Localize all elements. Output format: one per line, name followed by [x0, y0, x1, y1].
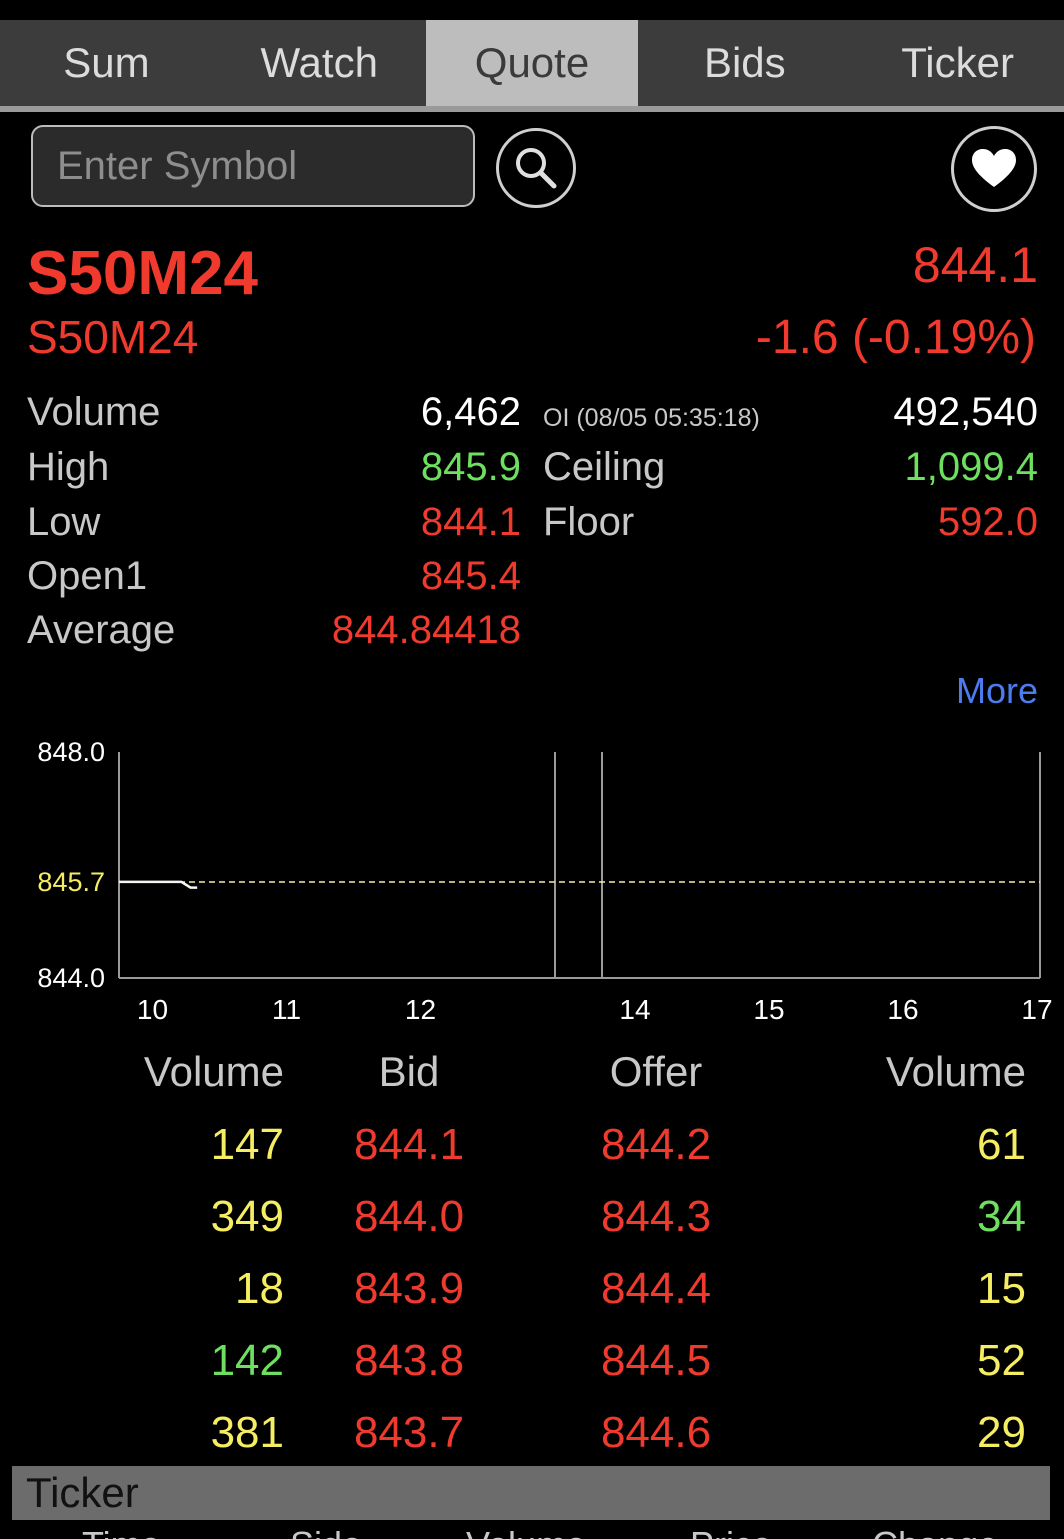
chart-y-tick-label: 848.0 [37, 737, 105, 767]
bid-volume-cell: 147 [210, 1120, 284, 1169]
ceiling-value: 1,099.4 [904, 445, 1038, 489]
ticker-col-change: Change [872, 1524, 998, 1539]
tab-bids[interactable]: Bids [703, 39, 786, 86]
floor-label: Floor [543, 500, 635, 544]
bid-price-cell[interactable]: 843.9 [353, 1264, 465, 1313]
symbol-search-input[interactable] [31, 125, 475, 207]
offer-price-cell[interactable]: 844.5 [600, 1336, 712, 1385]
bid-volume-cell: 18 [235, 1264, 284, 1313]
offer-volume-cell: 52 [977, 1336, 1026, 1385]
symbol-name: S50M24 [27, 311, 199, 363]
offer-price-cell[interactable]: 844.2 [600, 1120, 712, 1169]
chart-x-tick-label: 12 [405, 994, 436, 1025]
tab-quote[interactable]: Quote [425, 20, 639, 106]
search-icon [516, 148, 557, 189]
tab-sum[interactable]: Sum [63, 39, 150, 86]
chart-y-tick-label: 845.7 [37, 867, 105, 897]
chart-x-tick-label: 11 [272, 994, 301, 1025]
low-label: Low [27, 500, 101, 544]
chart-x-tick-label: 17 [1021, 994, 1052, 1025]
ticker-col-time: Time [82, 1524, 161, 1539]
ticker-section-header[interactable]: Ticker [12, 1466, 1050, 1520]
open-value: 845.4 [420, 554, 521, 598]
heart-icon [972, 149, 1016, 187]
high-label: High [27, 445, 110, 489]
bid-volume-cell: 142 [210, 1336, 284, 1385]
bid-header: Bid [378, 1048, 440, 1095]
offer-header: Offer [609, 1048, 703, 1095]
tab-ticker[interactable]: Ticker [901, 39, 1014, 86]
price-change: -1.6 (-0.19%) [755, 311, 1036, 364]
average-label: Average [27, 608, 176, 652]
oi-value: 492,540 [893, 390, 1038, 434]
bid-volume-header: Volume [143, 1048, 284, 1095]
offer-price-cell[interactable]: 844.3 [600, 1192, 712, 1241]
volume-label: Volume [27, 390, 161, 434]
search-button[interactable] [496, 128, 576, 208]
tab-divider [0, 106, 1064, 112]
last-price: 844.1 [912, 237, 1038, 293]
bid-price-cell[interactable]: 843.8 [353, 1336, 465, 1385]
favorite-button[interactable] [951, 126, 1037, 212]
chart-y-tick-label: 844.0 [37, 963, 105, 993]
bid-volume-cell: 381 [210, 1408, 284, 1457]
ticker-col-volume: Volume [466, 1524, 586, 1539]
chart-x-tick-label: 10 [137, 994, 168, 1025]
ceiling-label: Ceiling [543, 445, 666, 489]
oi-label: OI (08/05 05:35:18) [543, 404, 760, 432]
ticker-column-headers: Time Side Volume Price Change [0, 1524, 1064, 1539]
offer-volume-cell: 29 [977, 1408, 1026, 1457]
open-label: Open1 [27, 554, 148, 598]
tab-bar: Sum Watch Quote Bids Ticker [0, 20, 1064, 106]
offer-volume-header: Volume [885, 1048, 1026, 1095]
offer-volume-cell: 34 [977, 1192, 1026, 1241]
offer-volume-cell: 61 [977, 1120, 1026, 1169]
ticker-col-side: Side [290, 1524, 362, 1539]
intraday-chart: 848.0 845.7 844.0 10 11 12 14 15 16 17 [37, 737, 1052, 1025]
bid-price-cell[interactable]: 844.0 [353, 1192, 465, 1241]
more-link[interactable]: More [955, 670, 1038, 711]
chart-x-tick-label: 15 [753, 994, 784, 1025]
offer-volume-cell: 15 [977, 1264, 1026, 1313]
floor-value: 592.0 [937, 500, 1038, 544]
low-value: 844.1 [420, 500, 521, 544]
offer-price-cell[interactable]: 844.6 [600, 1408, 712, 1457]
average-value: 844.84418 [331, 608, 521, 652]
status-area [0, 0, 1064, 20]
high-value: 845.9 [420, 445, 521, 489]
offer-price-cell[interactable]: 844.4 [600, 1264, 712, 1313]
chart-x-tick-label: 16 [887, 994, 918, 1025]
bid-price-cell[interactable]: 844.1 [353, 1120, 465, 1169]
bid-price-cell[interactable]: 843.7 [353, 1408, 465, 1457]
volume-value: 6,462 [420, 390, 521, 434]
ticker-section-title: Ticker [26, 1469, 139, 1516]
bid-volume-cell: 349 [210, 1192, 284, 1241]
chart-price-line [119, 880, 198, 889]
chart-x-tick-label: 14 [619, 994, 650, 1025]
ticker-col-price: Price [690, 1524, 772, 1539]
symbol-code: S50M24 [27, 239, 258, 308]
tab-watch[interactable]: Watch [260, 39, 378, 86]
